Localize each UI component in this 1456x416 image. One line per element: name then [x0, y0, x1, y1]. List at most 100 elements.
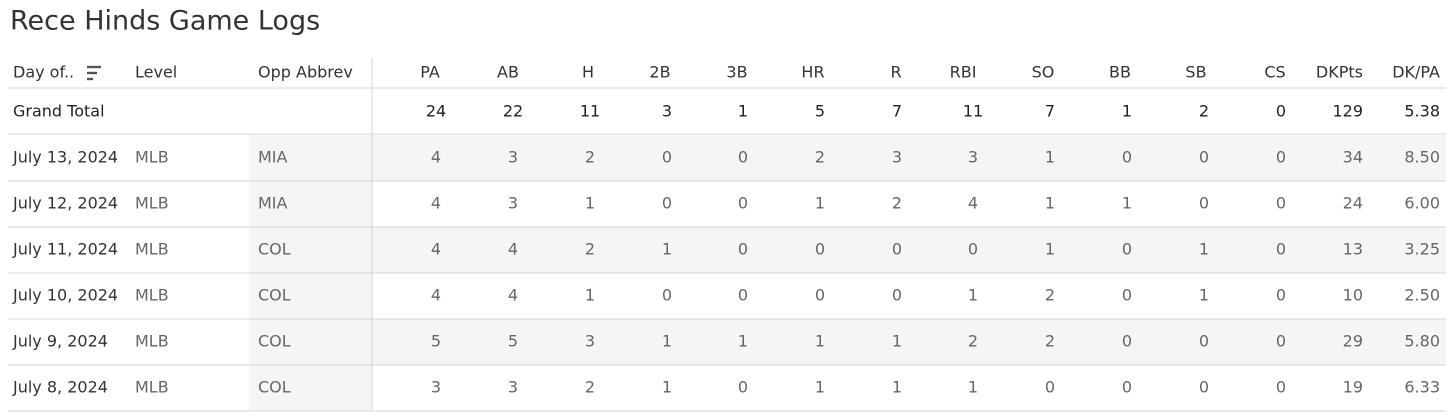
stat-cell: 1: [1045, 240, 1055, 259]
stat-cell: 0: [1276, 148, 1286, 167]
stat-cell: 4: [431, 240, 441, 259]
stat-cell: 2: [1045, 286, 1055, 305]
stat-cell: 19: [1343, 378, 1363, 397]
stat-cell: 3: [508, 378, 518, 397]
stat-cell: 0: [815, 286, 825, 305]
total-value: 1: [1122, 102, 1132, 121]
total-value: 11: [580, 102, 600, 121]
stat-cell: 1: [815, 194, 825, 213]
stat-cell: 1: [1199, 240, 1209, 259]
stat-cell: 0: [815, 240, 825, 259]
stat-cell: 1: [968, 378, 978, 397]
date-cell: July 13, 2024: [12, 148, 118, 167]
stat-cell: 1: [585, 194, 595, 213]
text-cell: MLB: [135, 378, 169, 397]
stat-cell: 0: [892, 286, 902, 305]
stat-cell: 29: [1343, 332, 1363, 351]
stat-cell: 0: [1122, 286, 1132, 305]
stat-cell: 0: [1199, 148, 1209, 167]
column-header: 3B: [726, 63, 747, 82]
text-cell: COL: [258, 240, 291, 259]
total-value: 2: [1199, 102, 1209, 121]
date-cell: July 9, 2024: [12, 332, 108, 351]
text-cell: MLB: [135, 332, 169, 351]
total-value: 7: [1045, 102, 1055, 121]
column-header: Opp Abbrev: [258, 63, 353, 82]
column-header: 2B: [649, 63, 670, 82]
date-cell: July 8, 2024: [12, 378, 108, 397]
stat-cell: 8.50: [1404, 148, 1440, 167]
stat-cell: 0: [662, 194, 672, 213]
sort-icon[interactable]: [87, 65, 101, 81]
total-value: 22: [503, 102, 523, 121]
column-header: R: [890, 63, 901, 82]
stat-cell: 4: [431, 286, 441, 305]
stat-cell: 0: [738, 286, 748, 305]
stat-cell: 2.50: [1404, 286, 1440, 305]
stat-cell: 1: [815, 378, 825, 397]
stat-cell: 0: [1199, 332, 1209, 351]
stat-cell: 0: [1122, 148, 1132, 167]
stat-cell: 3: [585, 332, 595, 351]
stat-cell: 0: [1199, 378, 1209, 397]
column-header: Day of..: [13, 63, 74, 82]
stat-cell: 1: [968, 286, 978, 305]
stat-cell: 6.00: [1404, 194, 1440, 213]
stat-cell: 2: [585, 378, 595, 397]
stat-cell: 4: [431, 148, 441, 167]
stat-cell: 4: [508, 240, 518, 259]
column-header: RBI: [950, 63, 977, 82]
stat-cell: 2: [1045, 332, 1055, 351]
stat-cell: 0: [1276, 240, 1286, 259]
stat-cell: 0: [738, 148, 748, 167]
stat-cell: 3: [508, 148, 518, 167]
stat-cell: 4: [431, 194, 441, 213]
column-header: SB: [1185, 63, 1206, 82]
stat-cell: 0: [968, 240, 978, 259]
column-header: Level: [135, 63, 177, 82]
stat-cell: 0: [1276, 286, 1286, 305]
stat-cell: 3: [431, 378, 441, 397]
total-value: 3: [662, 102, 672, 121]
column-header: PA: [420, 63, 440, 82]
stat-cell: 1: [815, 332, 825, 351]
column-header: H: [582, 63, 594, 82]
column-header: SO: [1032, 63, 1055, 82]
stat-cell: 0: [1045, 378, 1055, 397]
stat-cell: 6.33: [1404, 378, 1440, 397]
opp-cell-band: [249, 365, 372, 411]
table-cells: Day of.. Level Opp Abbrev PA AB H 2B 3B HR R RBI SO…: [12, 63, 1440, 397]
stat-cell: 0: [1276, 194, 1286, 213]
column-header: HR: [801, 63, 824, 82]
total-value: 5: [815, 102, 825, 121]
total-label: Grand Total: [13, 102, 105, 121]
stat-cell: 2: [585, 148, 595, 167]
total-value: 129: [1332, 102, 1363, 121]
text-cell: MIA: [258, 148, 288, 167]
row-band: [249, 227, 1446, 273]
stat-cell: 1: [662, 378, 672, 397]
stat-cell: 0: [892, 240, 902, 259]
stat-cell: 1: [1045, 148, 1055, 167]
stat-cell: 1: [585, 286, 595, 305]
date-cell: July 12, 2024: [12, 194, 118, 213]
text-cell: COL: [258, 286, 291, 305]
stat-cell: 13: [1343, 240, 1363, 259]
opp-cell-band: [249, 273, 372, 319]
stat-cell: 5.80: [1404, 332, 1440, 351]
text-cell: COL: [258, 332, 291, 351]
column-header: BB: [1109, 63, 1131, 82]
total-value: 5.38: [1404, 102, 1440, 121]
stat-cell: 1: [738, 332, 748, 351]
stat-cell: 0: [738, 194, 748, 213]
stat-cell: 24: [1343, 194, 1363, 213]
stat-cell: 1: [1199, 286, 1209, 305]
column-header: DKPts: [1316, 63, 1363, 82]
stat-cell: 1: [1045, 194, 1055, 213]
stat-cell: 3.25: [1404, 240, 1440, 259]
total-value: 0: [1276, 102, 1286, 121]
stat-cell: 1: [892, 332, 902, 351]
total-value: 11: [963, 102, 983, 121]
text-cell: MLB: [135, 148, 169, 167]
